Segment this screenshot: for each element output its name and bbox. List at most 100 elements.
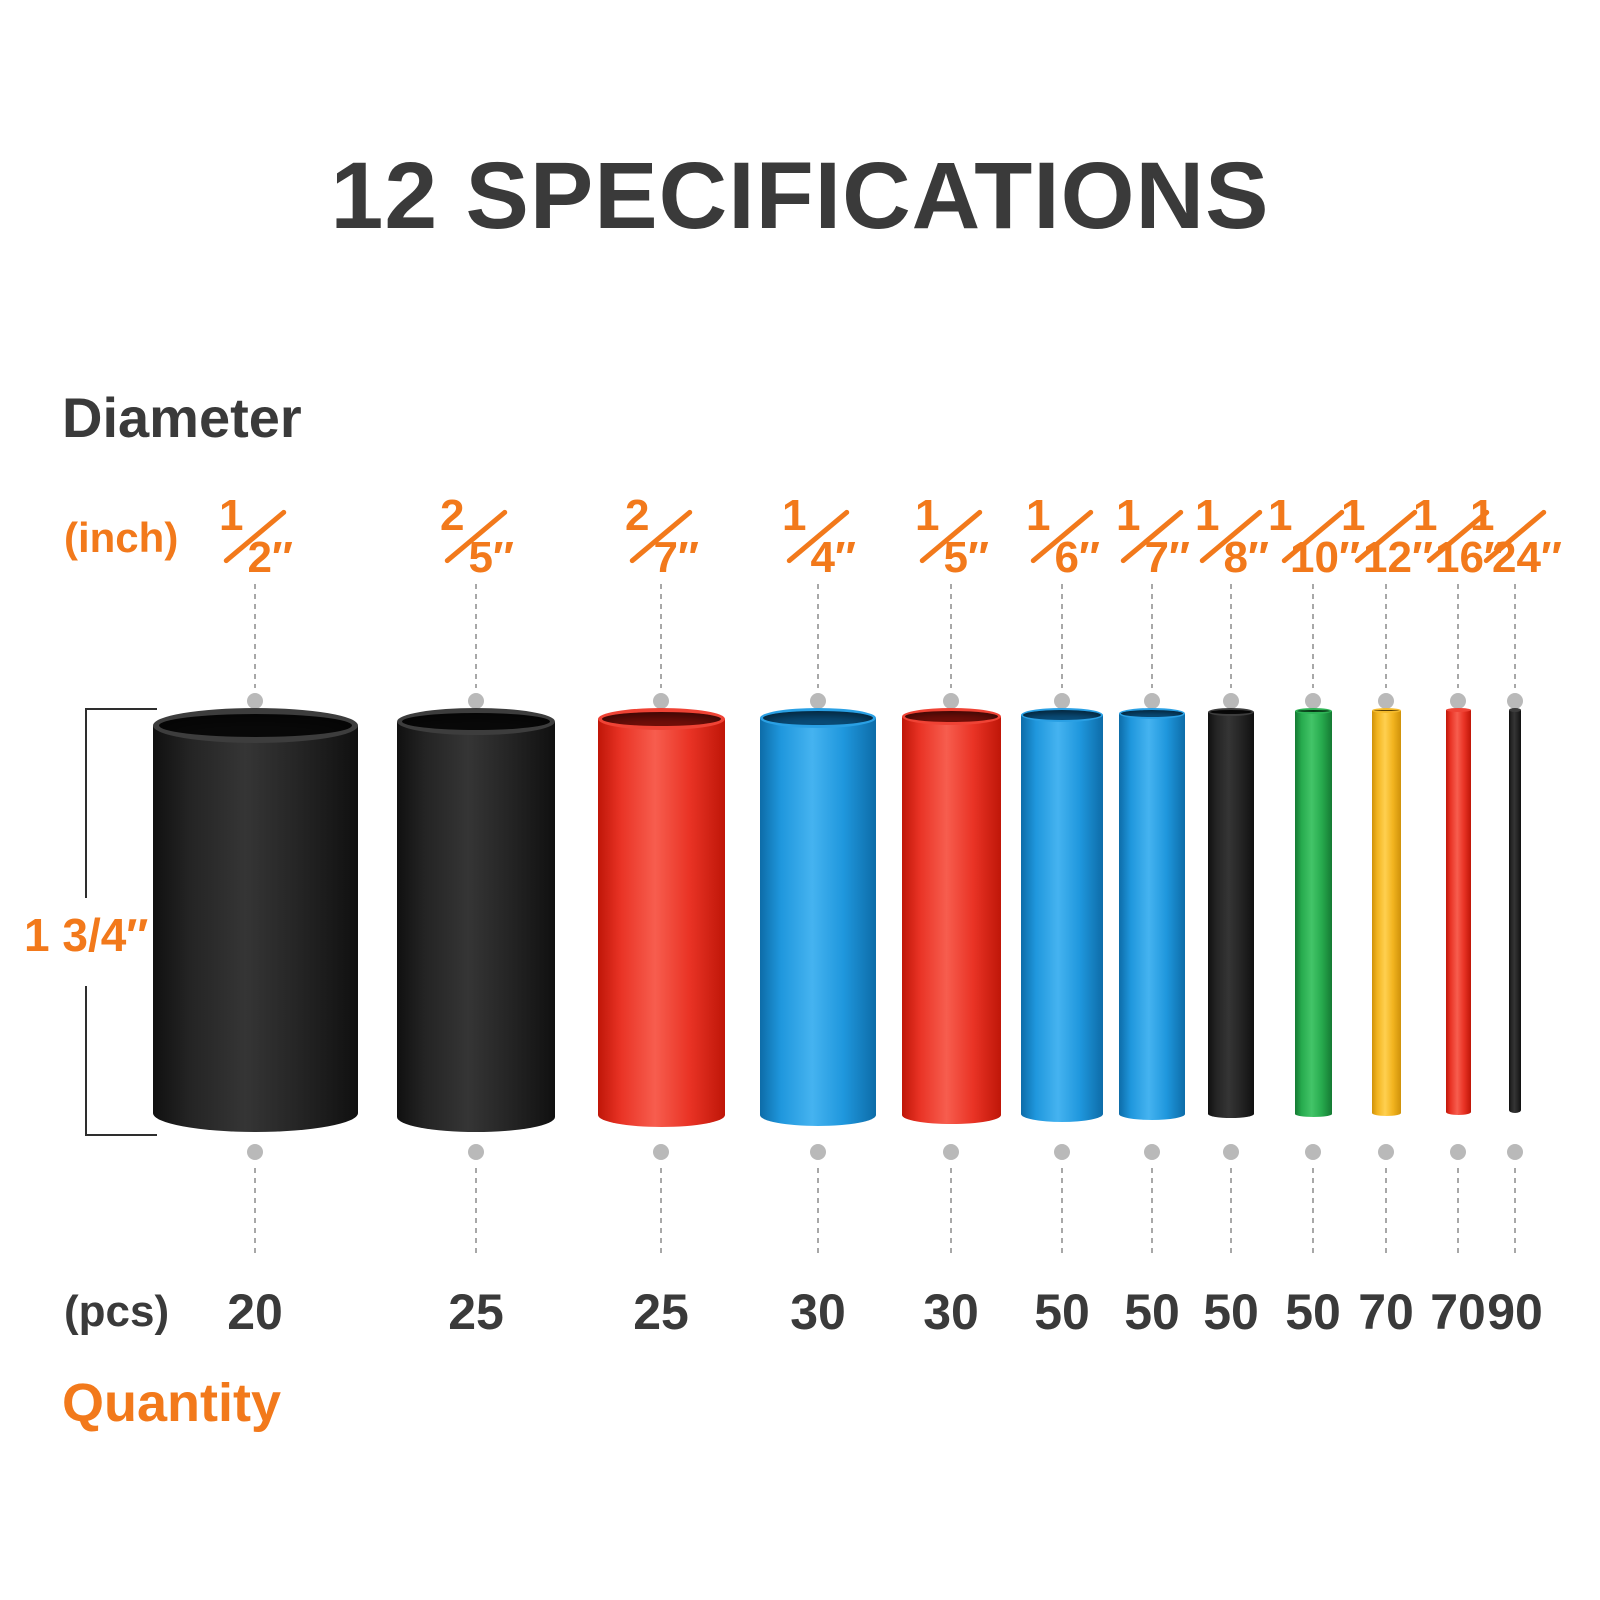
pcs-unit-label: (pcs) <box>64 1287 170 1336</box>
inch-mark: ″ <box>271 533 293 582</box>
tube-body <box>397 722 555 1132</box>
guide-dash-top <box>660 584 662 688</box>
guide-dash-top <box>1312 584 1314 688</box>
quantity-value: 50 <box>1203 1284 1259 1340</box>
guide-dash-bottom <box>660 1168 662 1258</box>
bracket-top-tick <box>85 708 157 710</box>
guide-dash-bottom <box>254 1168 256 1258</box>
tube-opening <box>1371 708 1401 713</box>
tube-body <box>1294 711 1332 1117</box>
diameter-fraction-label: 2 5″ <box>437 494 515 580</box>
guide-dot-bottom <box>468 1144 484 1160</box>
diameter-fraction-label: 2 7″ <box>622 494 700 580</box>
guide-dot-bottom <box>1144 1144 1160 1160</box>
tube-4-blue <box>760 708 876 1126</box>
fraction-numerator: 2 <box>625 491 650 540</box>
guide-dot-bottom <box>810 1144 826 1160</box>
fraction-numerator: 1 <box>1195 491 1220 540</box>
guide-dash-top <box>950 584 952 688</box>
diameter-fraction-label: 1 10″ <box>1265 494 1361 580</box>
tube-opening <box>152 708 358 743</box>
inch-unit-label: (inch) <box>64 514 179 561</box>
quantity-value: 20 <box>227 1284 283 1340</box>
guide-dot-bottom <box>1378 1144 1394 1160</box>
fraction-numerator: 1 <box>219 491 244 540</box>
guide-dash-top <box>475 584 477 688</box>
fraction-denominator: 24″ <box>1491 533 1562 582</box>
quantity-value: 30 <box>790 1284 846 1340</box>
fraction-numerator: 1 <box>1268 491 1293 540</box>
height-dimension-label: 1 3/4″ <box>24 909 149 961</box>
diameter-section-label: Diameter <box>62 386 302 449</box>
bracket-bottom-tick <box>85 1134 157 1136</box>
guide-dash-bottom <box>475 1168 477 1258</box>
fraction-denominator: 5″ <box>468 533 514 582</box>
tube-body <box>760 718 876 1126</box>
guide-dot-top <box>653 693 669 709</box>
diameter-fraction-label: 1 12″ <box>1338 494 1434 580</box>
guide-dot-top <box>468 693 484 709</box>
tube-7-blue <box>1119 708 1185 1120</box>
guide-dot-top <box>1450 693 1466 709</box>
quantity-value: 50 <box>1124 1284 1180 1340</box>
tube-opening <box>901 708 1001 725</box>
fraction-denominator: 6″ <box>1054 533 1100 582</box>
tube-body <box>1371 711 1401 1116</box>
guide-dot-bottom <box>653 1144 669 1160</box>
quantity-value: 25 <box>448 1284 504 1340</box>
guide-dash-bottom <box>1151 1168 1153 1258</box>
diameter-fraction-label: 1 16″ <box>1410 494 1506 580</box>
guide-dot-top <box>1054 693 1070 709</box>
fraction-denominator: 16″ <box>1434 533 1505 582</box>
guide-dash-bottom <box>950 1168 952 1258</box>
page-title: 12 SPECIFICATIONS <box>330 143 1270 249</box>
diameter-fraction-label: 1 5″ <box>912 494 990 580</box>
tube-opening <box>597 708 725 730</box>
guide-dash-bottom <box>1061 1168 1063 1258</box>
guide-dot-top <box>810 693 826 709</box>
fraction-denominator: 7″ <box>1144 533 1190 582</box>
guide-dash-top <box>817 584 819 688</box>
guide-dash-top <box>254 584 256 688</box>
guide-dot-top <box>943 693 959 709</box>
diameter-fraction-label: 1 2″ <box>216 494 294 580</box>
inch-mark: ″ <box>492 533 514 582</box>
inch-mark: ″ <box>1540 533 1562 582</box>
fraction-denominator: 7″ <box>653 533 699 582</box>
tube-body <box>1119 714 1185 1120</box>
guide-dash-top <box>1061 584 1063 688</box>
guide-dot-top <box>247 693 263 709</box>
guide-dash-top <box>1385 584 1387 688</box>
inch-mark: ″ <box>834 533 856 582</box>
tube-3-red <box>597 708 725 1127</box>
inch-mark: ″ <box>1247 533 1269 582</box>
diameter-fraction-label: 1 7″ <box>1113 494 1191 580</box>
fraction-numerator: 1 <box>782 491 807 540</box>
tube-body <box>1445 710 1471 1115</box>
tube-2-black <box>397 708 555 1132</box>
quantity-value: 25 <box>633 1284 689 1340</box>
guide-dash-bottom <box>1514 1168 1516 1258</box>
inch-mark: ″ <box>1168 533 1190 582</box>
guide-dot-bottom <box>1054 1144 1070 1160</box>
fraction-denominator: 12″ <box>1362 533 1433 582</box>
inch-mark: ″ <box>677 533 699 582</box>
quantity-value: 70 <box>1358 1284 1414 1340</box>
tube-opening <box>1509 708 1521 712</box>
fraction-numerator: 1 <box>1470 491 1495 540</box>
guide-dash-top <box>1151 584 1153 688</box>
guide-dot-bottom <box>1223 1144 1239 1160</box>
guide-dot-top <box>1507 693 1523 709</box>
guide-dot-top <box>1144 693 1160 709</box>
quantity-value: 50 <box>1034 1284 1090 1340</box>
fraction-denominator: 8″ <box>1223 533 1269 582</box>
tube-1-black <box>152 708 358 1132</box>
tube-body <box>152 726 358 1132</box>
quantity-value: 30 <box>923 1284 979 1340</box>
guide-dash-bottom <box>817 1168 819 1258</box>
guide-dot-top <box>1223 693 1239 709</box>
tube-body <box>597 719 725 1127</box>
guide-dash-bottom <box>1385 1168 1387 1258</box>
fraction-denominator: 10″ <box>1289 533 1360 582</box>
fraction-numerator: 2 <box>440 491 465 540</box>
